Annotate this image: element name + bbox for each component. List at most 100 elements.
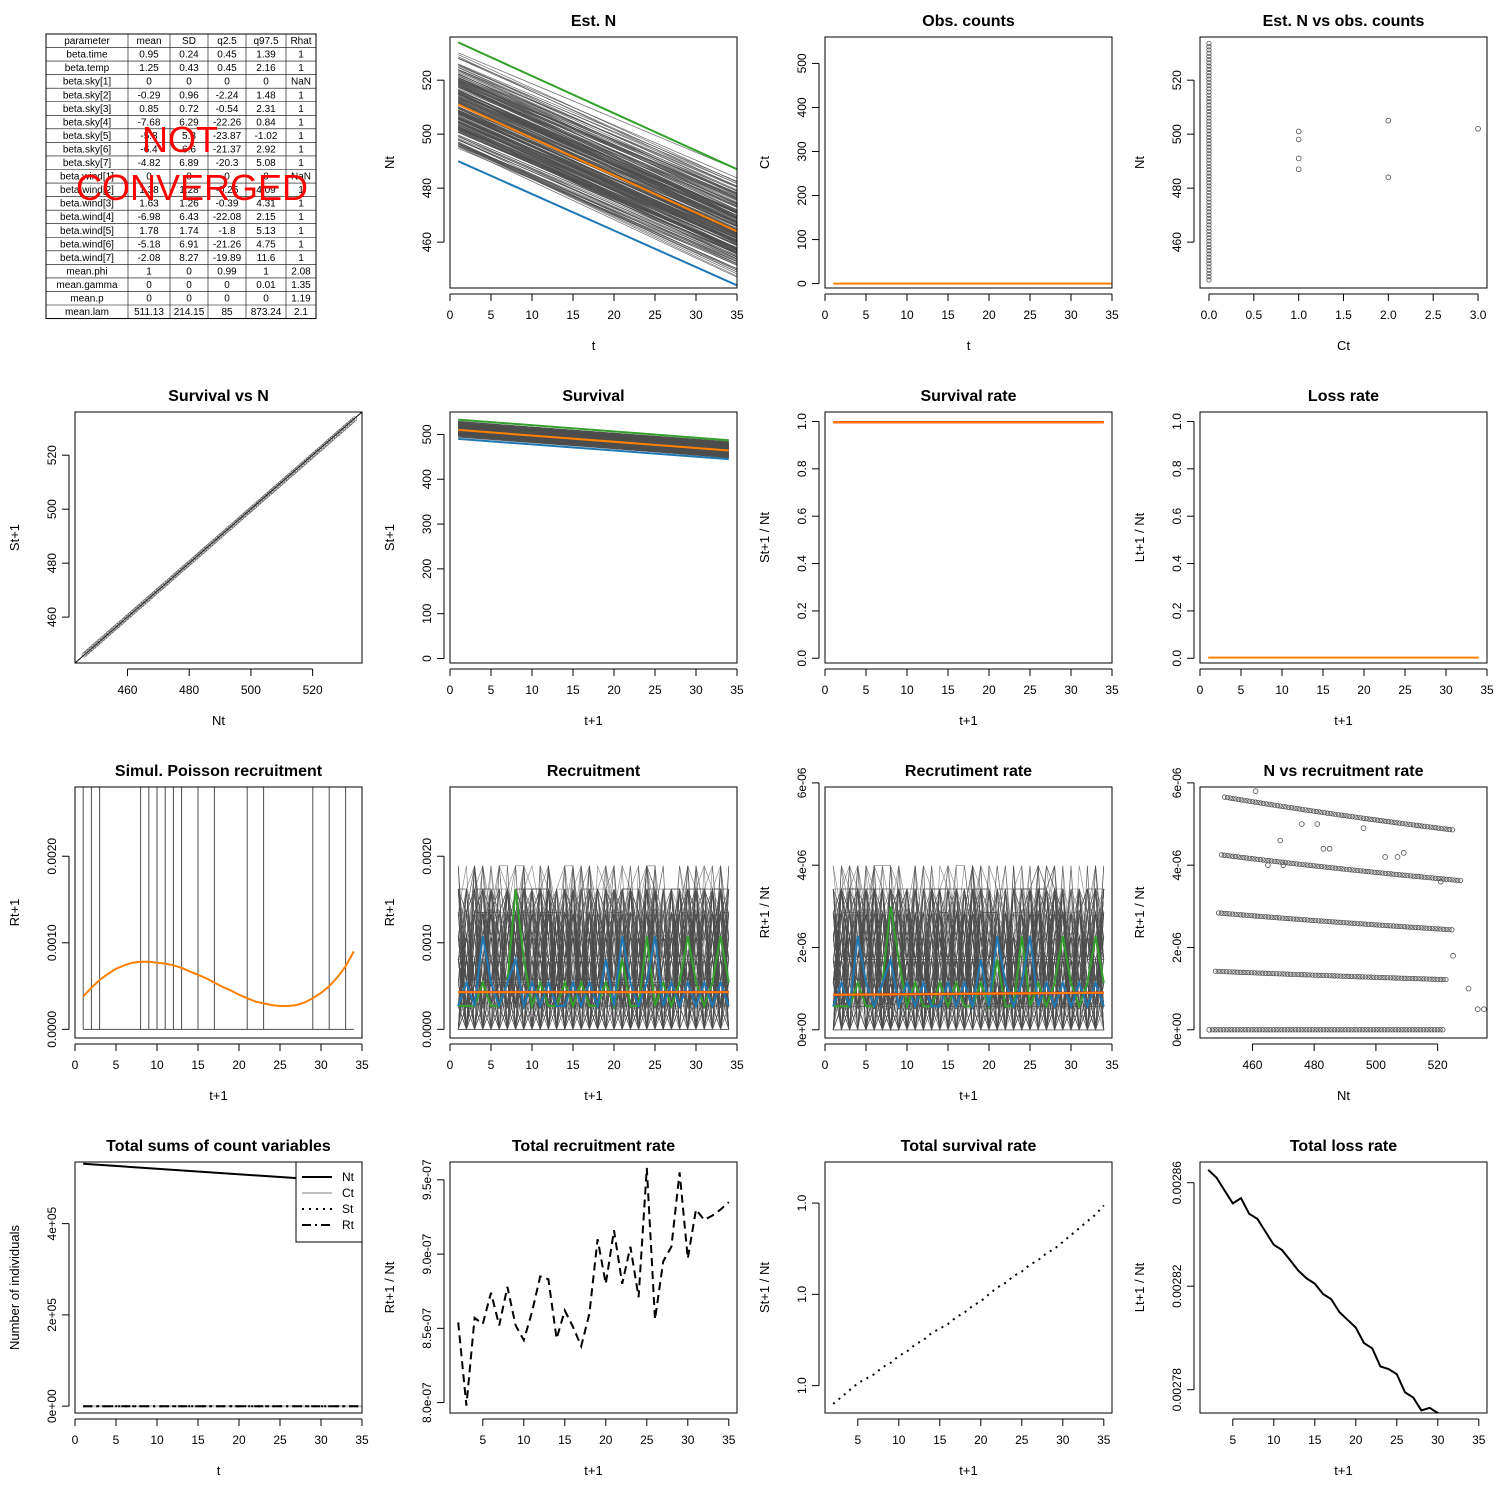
point	[1320, 845, 1327, 852]
point	[1418, 1027, 1424, 1033]
series-line-#000000	[1207, 1169, 1440, 1413]
point	[1382, 922, 1388, 929]
point	[1227, 795, 1233, 801]
table-cell: 0	[146, 77, 152, 88]
point	[1206, 264, 1212, 270]
point	[1255, 856, 1261, 862]
chart-1: Obs. counts t Ct 0 5 10 15 20 25 30 35 0 100 200 300 40…	[757, 13, 1119, 353]
table-cell: 5.8	[182, 131, 196, 142]
point	[1423, 976, 1430, 982]
point	[1418, 874, 1425, 880]
point	[1332, 919, 1338, 925]
plot-title-7: Simul. Poisson recruitment	[115, 763, 323, 780]
plot-title-12: Total recruitment rate	[512, 1138, 675, 1155]
table-cell: 1.48	[256, 90, 276, 101]
point	[1360, 868, 1366, 874]
table-cell: 0.45	[217, 63, 237, 74]
plot-title-11: Total sums of count variables	[106, 1138, 331, 1155]
point	[1413, 873, 1419, 879]
point	[1293, 1027, 1299, 1033]
point	[1256, 1027, 1263, 1033]
point	[1249, 856, 1255, 862]
point	[1415, 1027, 1421, 1033]
y-tick-label: 0.0020	[420, 838, 434, 875]
plot-area-10	[1206, 788, 1487, 1033]
point	[1388, 871, 1394, 877]
point	[1457, 877, 1464, 884]
point	[1240, 969, 1246, 975]
x-tick-label: 0	[447, 1058, 454, 1072]
table-cell: beta.wind[5]	[60, 226, 114, 237]
table-cell: -19.89	[213, 253, 242, 264]
x-tick-label: 5	[488, 308, 495, 322]
y-tick-label: 0.0	[1170, 650, 1184, 667]
x-tick-label: 35	[1472, 1433, 1486, 1447]
plot-frame	[824, 411, 1113, 664]
series-line-green	[458, 418, 729, 442]
point	[1206, 73, 1212, 79]
table-cell: 1	[298, 131, 304, 142]
chart-12: Total recruitment rate t+1 Rt+1 / Nt 5 10 15 2…	[382, 1138, 738, 1478]
sample-line	[458, 145, 737, 271]
point	[1374, 922, 1380, 928]
point	[1410, 822, 1417, 828]
point	[1384, 1027, 1390, 1033]
x-tick-label: 15	[933, 1433, 947, 1447]
x-tick-label: 0	[822, 1058, 829, 1072]
point	[1371, 869, 1377, 875]
y-tick-label: 8.0e-07	[420, 1382, 434, 1423]
point	[1376, 1027, 1382, 1033]
x-tick-label: 30	[1064, 683, 1078, 697]
point	[1408, 821, 1414, 828]
point	[1396, 975, 1402, 981]
chart-4: Survival t+1 St+1 0 5 10 15 20 25 30 35 0 100 200 300 4…	[382, 388, 744, 728]
point	[1206, 183, 1212, 189]
x-tick-label: 20	[982, 308, 996, 322]
point	[1437, 1027, 1443, 1033]
x-tick-label: 0	[1197, 683, 1204, 697]
sample-line	[457, 864, 730, 1030]
point	[1326, 1027, 1332, 1033]
x-axis-label-10: Nt	[1337, 1088, 1350, 1103]
point	[1246, 969, 1252, 976]
point	[1307, 972, 1313, 978]
point	[1246, 912, 1252, 919]
point	[1308, 808, 1314, 814]
point	[1218, 968, 1224, 975]
sample-line	[458, 80, 737, 207]
y-tick-label: 2e-06	[795, 932, 809, 963]
point	[1396, 872, 1402, 878]
point	[1400, 850, 1407, 856]
x-tick-label: 0	[822, 683, 829, 697]
table-cell: 2.15	[256, 212, 276, 223]
point	[1219, 852, 1225, 858]
point	[1405, 821, 1411, 827]
point	[1206, 44, 1212, 50]
table-cell: 873.24	[251, 307, 282, 318]
point	[1376, 974, 1382, 981]
sample-line	[832, 888, 1104, 1031]
point	[1283, 804, 1289, 810]
point	[1307, 917, 1313, 923]
point	[1251, 1027, 1257, 1033]
point	[1268, 858, 1275, 864]
sample-line	[458, 120, 737, 250]
table-cell: 0	[224, 77, 230, 88]
plot-title-8: Recruitment	[547, 763, 641, 780]
sample-line	[458, 83, 737, 213]
plot-title-2: Est. N vs obs. counts	[1263, 13, 1425, 30]
sample-line	[458, 108, 737, 236]
plot-title-13: Total survival rate	[901, 1138, 1037, 1155]
point	[1268, 970, 1274, 977]
point	[1373, 974, 1380, 980]
table-cell: 1	[298, 239, 304, 250]
point	[1321, 972, 1327, 979]
point	[1248, 970, 1255, 976]
x-tick-label: 0	[72, 1433, 79, 1447]
point	[1263, 801, 1269, 807]
point	[1345, 1027, 1352, 1033]
plot-area-3	[75, 412, 362, 663]
point	[1429, 925, 1435, 932]
sample-line	[458, 430, 729, 453]
point	[1338, 866, 1344, 872]
